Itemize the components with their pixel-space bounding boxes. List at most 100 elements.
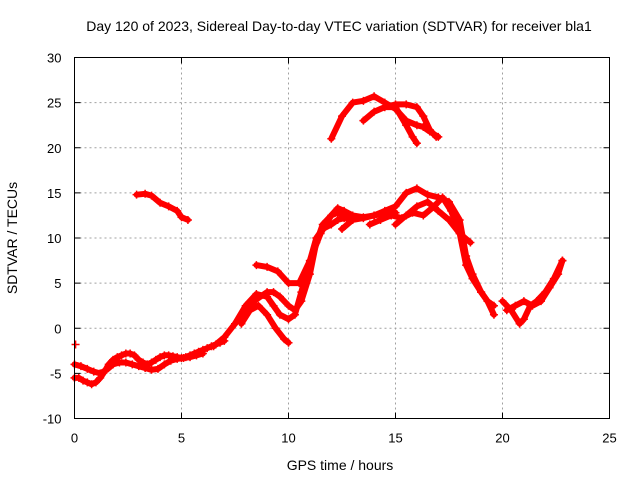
- data-point: [96, 369, 105, 378]
- data-point: [554, 270, 563, 279]
- data-point: [333, 204, 342, 213]
- series-trace: [499, 257, 566, 327]
- y-tick-label: 5: [54, 276, 61, 291]
- y-tick-label: 25: [47, 96, 61, 111]
- y-tick-label: 10: [47, 231, 61, 246]
- data-point: [438, 193, 447, 202]
- data-point: [109, 360, 118, 369]
- data-point: [284, 338, 293, 347]
- data-point: [132, 190, 141, 199]
- data-point: [179, 354, 188, 363]
- data-point: [275, 310, 284, 319]
- x-tick-label: 15: [388, 431, 402, 446]
- series-arc-night-2: [502, 256, 567, 315]
- data-point: [89, 367, 98, 376]
- data-point: [280, 335, 289, 344]
- data-point: [412, 103, 421, 112]
- x-axis-label: GPS time / hours: [287, 457, 394, 473]
- data-point: [515, 319, 524, 328]
- data-point: [153, 364, 162, 373]
- data-point: [160, 360, 169, 369]
- data-point: [269, 288, 278, 297]
- y-tick-label: -10: [43, 412, 62, 427]
- data-point: [558, 256, 567, 265]
- data-point: [241, 301, 250, 310]
- data-point: [359, 214, 368, 223]
- data-point: [83, 378, 92, 387]
- data-point: [489, 310, 498, 319]
- data-point: [380, 103, 389, 112]
- data-point: [151, 355, 160, 364]
- data-point: [134, 362, 143, 371]
- data-point: [147, 358, 156, 367]
- data-point: [164, 351, 173, 360]
- data-point: [102, 365, 111, 374]
- data-point: [147, 191, 156, 200]
- x-tick-label: 0: [71, 431, 78, 446]
- data-point: [402, 121, 411, 130]
- data-point: [76, 362, 85, 371]
- data-point: [340, 214, 349, 223]
- series-arc-peak-3: [380, 103, 421, 148]
- data-point: [173, 354, 182, 363]
- data-point: [498, 297, 507, 306]
- data-point: [166, 356, 175, 365]
- data-point: [128, 360, 137, 369]
- data-point: [419, 112, 428, 121]
- data-point: [121, 358, 130, 367]
- data-point: [333, 215, 342, 224]
- data-point: [252, 261, 261, 270]
- data-point: [408, 132, 417, 141]
- data-point: [284, 301, 293, 310]
- data-point: [391, 103, 400, 112]
- data-point: [391, 220, 400, 229]
- data-point: [252, 289, 261, 298]
- data-point: [263, 262, 272, 271]
- data-point: [275, 292, 284, 301]
- data-point: [297, 288, 306, 297]
- data-point: [263, 292, 272, 301]
- data-point: [338, 112, 346, 121]
- data-point: [130, 351, 139, 360]
- data-point: [359, 116, 368, 125]
- series-arc-early-2: [70, 349, 207, 378]
- data-point: [156, 198, 165, 207]
- data-point: [156, 353, 165, 362]
- data-point: [327, 134, 336, 143]
- data-point: [316, 229, 325, 238]
- data-point: [305, 256, 314, 265]
- data-point: [434, 206, 443, 215]
- x-tick-label: 10: [281, 431, 295, 446]
- data-point: [425, 125, 434, 134]
- data-point: [192, 351, 201, 360]
- y-tick-label: 20: [47, 141, 61, 156]
- data-point: [295, 279, 304, 288]
- series-trace: [238, 302, 292, 346]
- x-tick-label: 20: [495, 431, 509, 446]
- data-point: [203, 344, 212, 353]
- y-tick-label: -5: [50, 366, 62, 381]
- data-point: [271, 324, 280, 333]
- y-axis-label: SDTVAR / TECUs: [4, 182, 20, 294]
- series-trace: [232, 215, 356, 327]
- series-arc-peak-2: [359, 100, 441, 141]
- series-arc-start-point: [71, 340, 80, 349]
- series-arc-afternoon-2: [231, 214, 357, 328]
- data-point: [391, 202, 400, 211]
- data-point: [284, 279, 293, 288]
- data-point: [164, 202, 173, 211]
- data-point: [209, 342, 218, 351]
- data-point: [186, 353, 195, 362]
- data-point: [412, 121, 421, 130]
- data-point: [273, 267, 282, 276]
- data-point: [117, 351, 126, 360]
- data-point: [519, 315, 528, 324]
- data-point: [126, 349, 135, 358]
- data-point: [402, 211, 411, 220]
- data-point: [74, 373, 83, 382]
- data-point: [376, 215, 385, 224]
- data-point: [83, 364, 92, 373]
- data-point: [290, 310, 299, 319]
- data-point: [269, 301, 278, 310]
